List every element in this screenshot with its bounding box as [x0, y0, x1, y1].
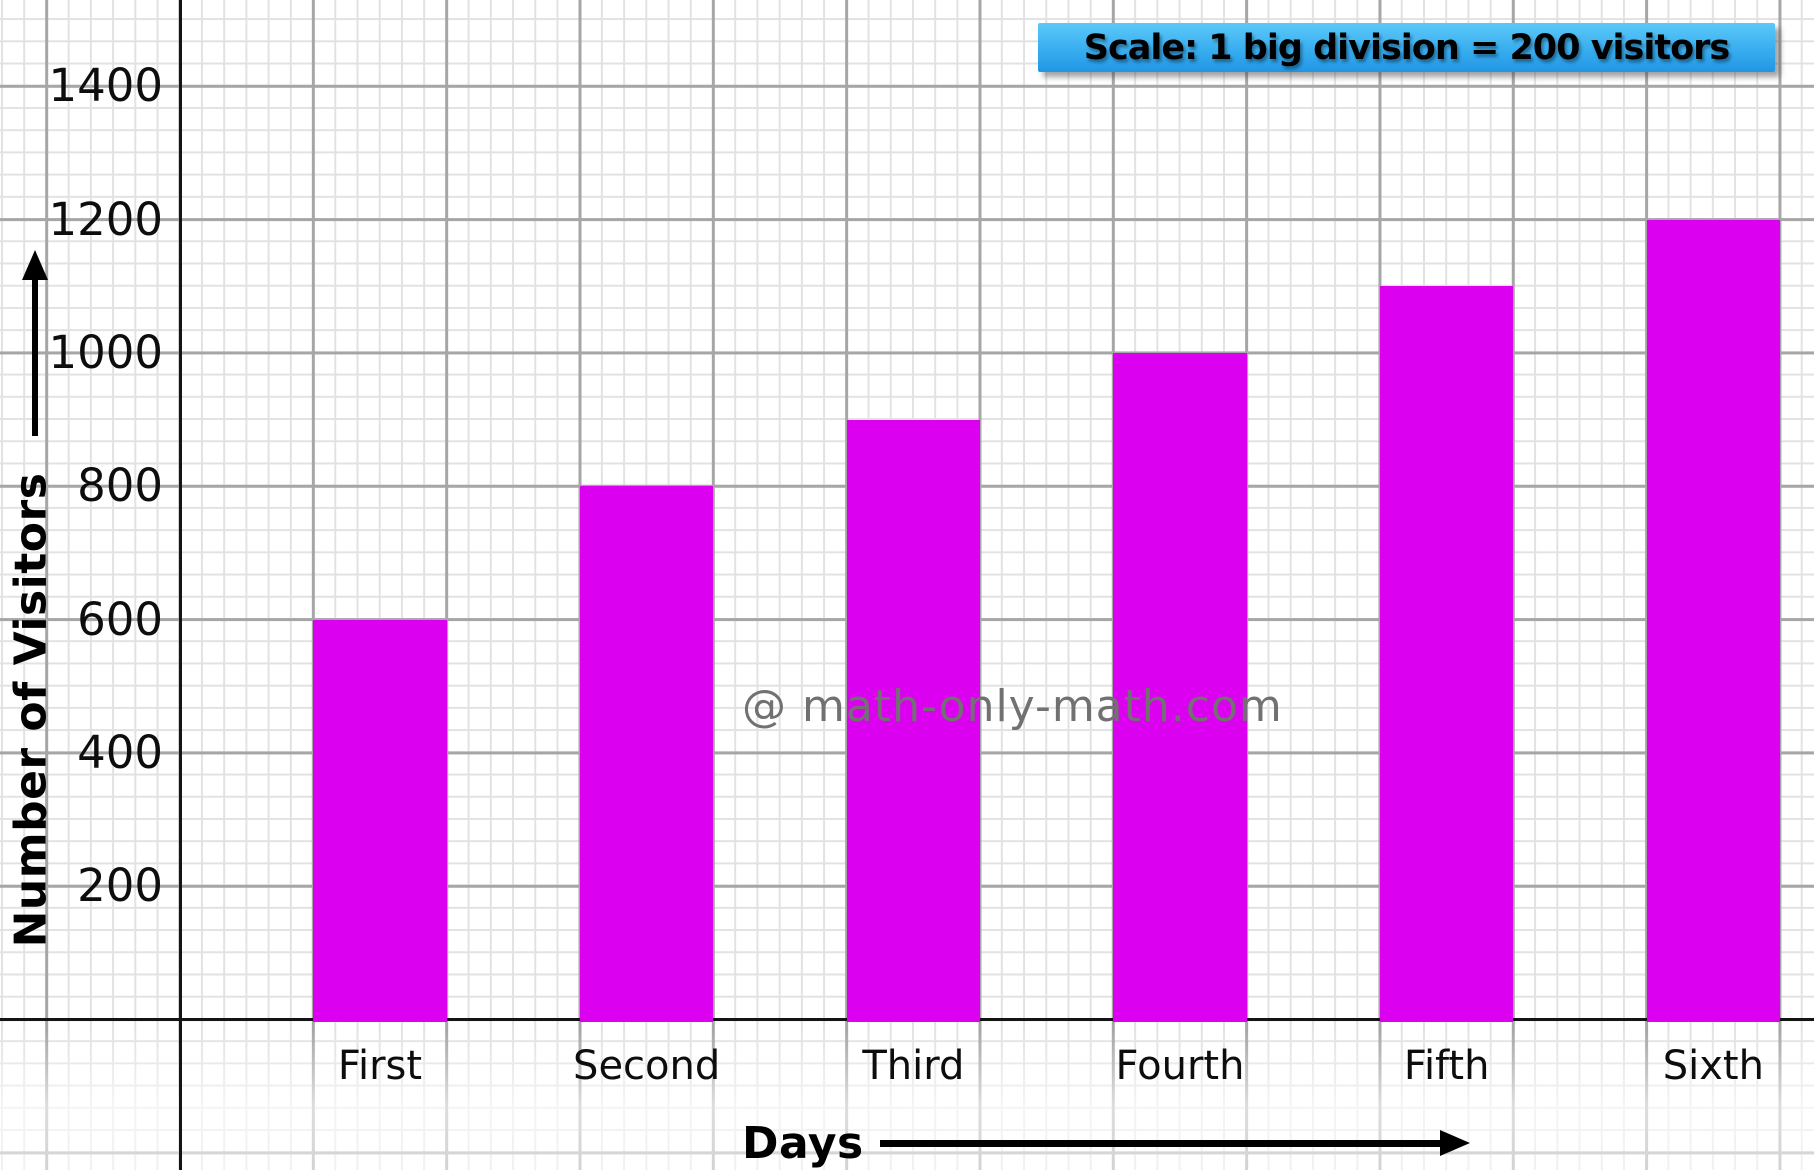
x-axis-arrow-shaft: [880, 1140, 1440, 1147]
scale-legend-text: Scale: 1 big division = 200 visitors: [1083, 27, 1730, 68]
y-tick-200: 200: [77, 859, 163, 913]
y-axis-line: [178, 0, 182, 1170]
x-label-first: First: [337, 1043, 423, 1089]
bar-second: [579, 486, 714, 1022]
x-label-sixth: Sixth: [1662, 1043, 1764, 1089]
x-label-fourth: Fourth: [1115, 1043, 1245, 1089]
y-tick-1200: 1200: [48, 192, 163, 246]
x-axis-arrow-icon: [1440, 1130, 1470, 1156]
x-label-second: Second: [573, 1043, 721, 1089]
scale-legend-box: Scale: 1 big division = 200 visitors: [1038, 23, 1775, 72]
y-axis-arrow-icon: [22, 250, 48, 280]
bar-fifth: [1379, 286, 1514, 1022]
bar-first: [313, 619, 447, 1022]
bar-third: [846, 419, 980, 1022]
y-axis-arrow-shaft: [32, 278, 38, 436]
watermark-text: @ math-only-math.com: [742, 681, 1283, 732]
bar-sixth: [1646, 219, 1780, 1022]
y-tick-800: 800: [77, 459, 163, 513]
y-tick-1000: 1000: [48, 325, 163, 379]
x-axis-title: Days: [742, 1118, 864, 1169]
bar-fourth: [1113, 352, 1247, 1022]
y-axis-title: Number of Visitors: [5, 472, 57, 948]
x-label-fifth: Fifth: [1403, 1043, 1490, 1089]
y-tick-600: 600: [77, 592, 163, 646]
y-tick-1400: 1400: [48, 59, 163, 113]
y-tick-400: 400: [77, 725, 163, 779]
x-label-third: Third: [862, 1043, 965, 1089]
